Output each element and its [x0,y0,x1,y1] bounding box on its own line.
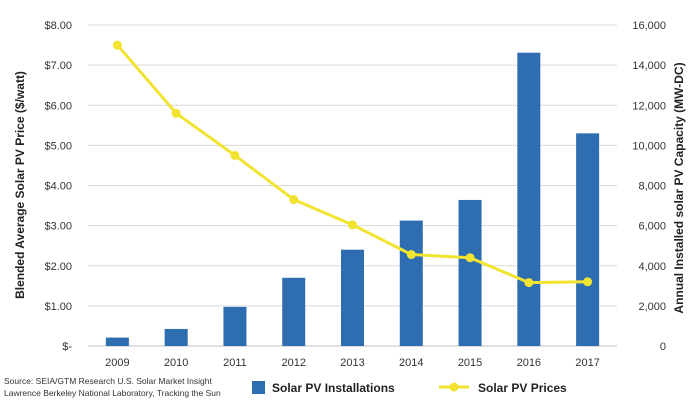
bar [223,306,247,346]
x-tick-label: 2013 [340,357,364,369]
y-right-tick-label: 8,000 [638,181,666,193]
bar [399,220,423,346]
legend-swatch-prices-marker [449,382,459,392]
price-point [348,220,357,230]
x-tick-label: 2009 [105,357,129,369]
y-right-tick-label: 4,000 [638,261,666,273]
price-line [116,44,588,285]
y-left-tick-label: $- [62,341,72,353]
y-left-tick-label: $6.00 [44,100,72,112]
x-tick-label: 2010 [164,357,188,369]
y-axis-left-title: Blended Average Solar PV Price ($/watt) [13,71,27,299]
bar [282,277,306,346]
x-tick-label: 2017 [575,357,599,369]
legend: Solar PV Installations Solar PV Prices [252,381,567,395]
x-tick-label: 2015 [458,357,482,369]
y-left-tick-label: $2.00 [44,261,72,273]
price-point [524,278,534,288]
y-right-tick-label: 12,000 [632,100,666,112]
source-line-2: Lawrence Berkeley National Laboratory, T… [4,388,221,398]
bar [576,133,600,346]
price-point [583,277,593,287]
y-axis-right-title: Annual Installed solar PV Capacity (MW-D… [672,62,686,313]
bar [341,249,364,346]
bar [458,199,482,346]
gridlines [88,24,617,347]
y-left-tick-label: $8.00 [44,20,72,32]
price-point [230,150,240,160]
price-point [171,108,181,118]
y-left-tick-label: $7.00 [44,60,72,72]
legend-label-installations: Solar PV Installations [272,381,395,395]
x-tick-label: 2012 [281,357,305,369]
bar-series [105,52,600,346]
line-series [112,40,593,288]
source-line-1: Source: SEIA/GTM Research U.S. Solar Mar… [4,376,212,386]
x-tick-label: 2014 [399,357,423,369]
y-right-tick-label: 0 [660,341,666,353]
price-point [465,253,475,263]
y-right-tick-label: 14,000 [632,60,666,72]
x-tick-label: 2016 [517,357,541,369]
bar [164,328,188,346]
price-point [112,40,122,50]
x-tick-label: 2011 [223,357,247,369]
y-right-tick-label: 6,000 [638,221,666,233]
axes: $- 0 $1.00 2,000 $2.00 4,000 $3.00 6,000 $4.00 8,… [44,20,666,369]
legend-swatch-installations [252,381,265,394]
y-left-tick-label: $3.00 [44,221,72,233]
y-right-tick-label: 16,000 [632,20,666,32]
y-right-tick-label: 2,000 [638,301,666,313]
bar [105,337,129,346]
y-left-tick-label: $5.00 [44,140,72,152]
y-right-tick-label: 10,000 [632,140,666,152]
price-point [289,195,299,205]
price-point [406,250,416,260]
legend-label-prices: Solar PV Prices [478,381,567,395]
y-left-tick-label: $1.00 [44,301,72,313]
y-left-tick-label: $4.00 [44,181,72,193]
bar [517,52,541,346]
